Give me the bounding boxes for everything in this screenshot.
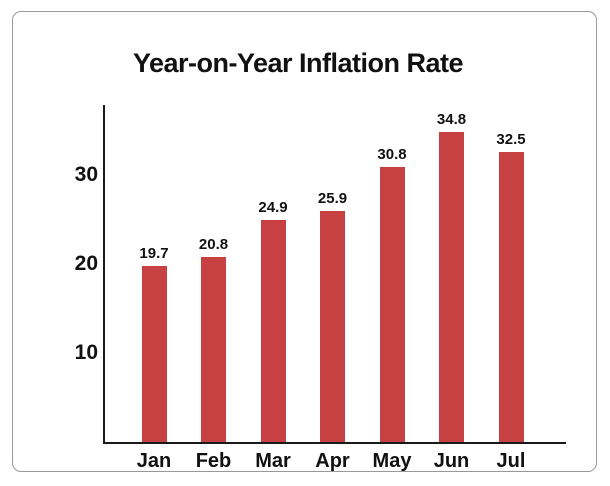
bar-jun — [439, 131, 464, 442]
bar-mar — [260, 220, 286, 442]
x-tick-label-feb: Feb — [195, 450, 232, 472]
chart-card: Year-on-Year Inflation Rate 10 20 30 19.7 Ja… — [12, 11, 597, 472]
x-tick-label-jan: Jan — [136, 450, 172, 472]
x-tick-label-jul: Jul — [496, 450, 526, 472]
bar-value-label: 34.8 — [436, 110, 467, 128]
bar-value-label: 30.8 — [377, 146, 407, 164]
bar-jan — [141, 266, 167, 442]
bar-value-label: 24.9 — [258, 199, 288, 217]
bar-may — [379, 167, 405, 442]
y-tick-label: 20 — [74, 251, 98, 275]
bar-value-label: 32.5 — [496, 131, 526, 149]
x-tick-label-jun: Jun — [433, 450, 470, 472]
x-tick-label-mar: Mar — [255, 450, 291, 472]
chart-title: Year-on-Year Inflation Rate — [132, 48, 464, 78]
bar-value-label: 19.7 — [139, 245, 169, 263]
bar-value-label: 25.9 — [317, 190, 348, 208]
y-tick-label: 10 — [74, 340, 98, 364]
plot-area: 10 20 30 19.7 Jan 20.8 Feb 24.9 Mar 25.9 Apr 30.8 Ma… — [75, 105, 566, 472]
bar-value-label: 20.8 — [198, 235, 229, 253]
bar-apr — [320, 211, 345, 442]
x-tick-label-apr: Apr — [315, 450, 350, 472]
bar-feb — [201, 256, 226, 442]
x-tick-label-may: May — [372, 450, 412, 472]
bar-jul — [498, 152, 524, 442]
y-tick-label: 30 — [74, 162, 98, 186]
